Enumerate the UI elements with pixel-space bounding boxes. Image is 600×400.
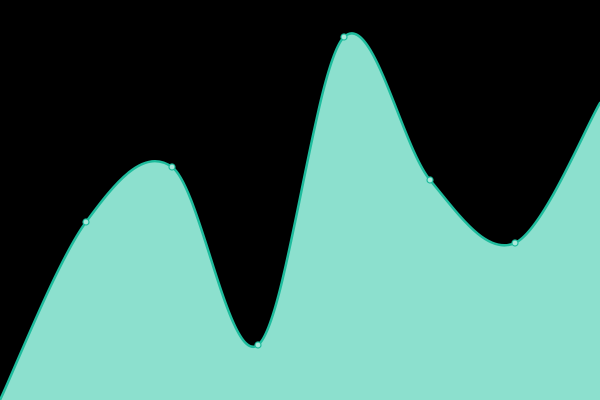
data-point-marker[interactable]	[511, 239, 519, 247]
data-point-markers	[82, 33, 519, 349]
data-point-marker[interactable]	[82, 218, 90, 226]
data-point-marker[interactable]	[168, 163, 176, 171]
area-line-path	[0, 32, 600, 400]
data-point-marker[interactable]	[340, 33, 348, 41]
data-point-marker[interactable]	[426, 176, 434, 184]
area-fill-path	[0, 33, 600, 400]
data-point-marker[interactable]	[254, 341, 262, 349]
plot-area	[0, 32, 600, 400]
